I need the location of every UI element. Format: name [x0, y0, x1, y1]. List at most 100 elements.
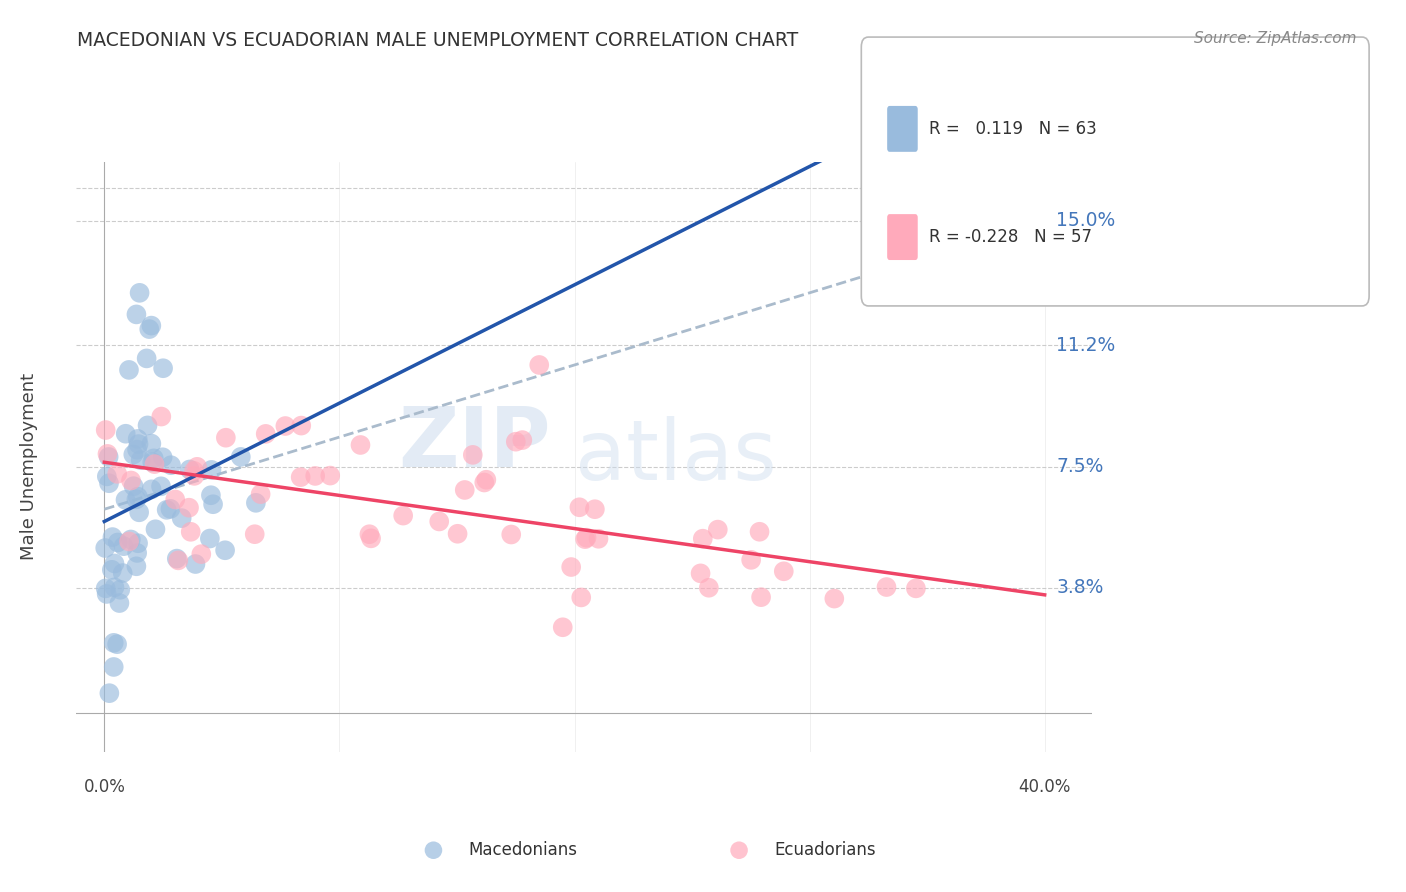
Point — [454, 483, 477, 497]
Point — [461, 448, 484, 462]
Point — [360, 532, 382, 546]
Point — [96, 447, 118, 461]
Point — [772, 564, 794, 578]
Point — [183, 464, 205, 478]
Point — [138, 322, 160, 336]
Point — [143, 457, 166, 471]
Text: Male Unemployment: Male Unemployment — [20, 373, 38, 560]
Point — [422, 843, 444, 857]
Point — [103, 660, 125, 674]
Text: Macedonians: Macedonians — [468, 841, 578, 859]
Text: 7.5%: 7.5% — [1056, 457, 1104, 476]
Point — [697, 581, 720, 595]
Point — [127, 432, 149, 446]
Text: 11.2%: 11.2% — [1056, 335, 1116, 355]
Point — [290, 470, 312, 484]
Point — [180, 524, 202, 539]
Point — [740, 553, 762, 567]
Point — [707, 523, 730, 537]
Point — [160, 458, 183, 473]
Point — [190, 547, 212, 561]
Point — [118, 534, 141, 549]
Point — [588, 532, 610, 546]
Point — [141, 483, 163, 497]
Point — [749, 590, 772, 604]
Point — [304, 469, 326, 483]
Point — [214, 543, 236, 558]
Point — [179, 462, 201, 476]
Point — [105, 637, 128, 651]
Point — [875, 580, 897, 594]
Point — [583, 502, 606, 516]
Point — [165, 492, 187, 507]
Point — [141, 436, 163, 450]
Point — [274, 419, 297, 434]
Point — [575, 531, 598, 545]
Point — [128, 285, 150, 300]
Point — [122, 479, 145, 493]
Point — [129, 453, 152, 467]
Point — [98, 686, 121, 700]
Point — [529, 358, 551, 372]
Point — [551, 620, 574, 634]
Point — [505, 434, 527, 449]
Text: atlas: atlas — [575, 417, 776, 497]
Text: 0.0%: 0.0% — [83, 778, 125, 796]
Point — [156, 503, 179, 517]
Point — [96, 587, 118, 601]
Point — [127, 536, 149, 550]
Point — [141, 455, 163, 469]
Point — [349, 438, 371, 452]
Point — [120, 474, 142, 488]
Point — [243, 527, 266, 541]
Point — [105, 467, 128, 481]
Text: 40.0%: 40.0% — [1018, 778, 1071, 796]
Point — [152, 361, 174, 376]
Point — [94, 541, 117, 555]
Point — [141, 318, 163, 333]
Point — [101, 530, 124, 544]
Point — [446, 526, 468, 541]
Point — [568, 500, 591, 515]
Point — [198, 532, 221, 546]
Point — [249, 487, 271, 501]
Point — [128, 437, 150, 451]
Point — [569, 591, 592, 605]
Point — [290, 418, 312, 433]
Point — [689, 566, 711, 581]
Point — [510, 433, 533, 447]
Point — [150, 479, 173, 493]
Text: Source: ZipAtlas.com: Source: ZipAtlas.com — [1194, 31, 1357, 46]
Point — [472, 475, 495, 490]
Text: 3.8%: 3.8% — [1056, 578, 1104, 598]
Point — [152, 450, 174, 465]
Text: ZIP: ZIP — [398, 403, 551, 484]
FancyBboxPatch shape — [887, 214, 918, 260]
Point — [120, 533, 142, 547]
Point — [748, 524, 770, 539]
Point — [392, 508, 415, 523]
Point — [96, 469, 118, 483]
Point — [200, 488, 222, 502]
Point — [170, 511, 193, 525]
Point — [103, 580, 125, 594]
Point — [823, 591, 845, 606]
Point — [108, 596, 131, 610]
Point — [202, 497, 225, 511]
Text: 15.0%: 15.0% — [1056, 211, 1116, 230]
Point — [125, 492, 148, 507]
Point — [200, 463, 222, 477]
Point — [904, 582, 927, 596]
Point — [94, 582, 117, 596]
Point — [114, 492, 136, 507]
Point — [97, 450, 120, 464]
Point — [167, 553, 190, 567]
Point — [125, 442, 148, 457]
Point — [94, 423, 117, 437]
Point — [112, 539, 135, 553]
Point — [177, 500, 200, 515]
Point — [127, 546, 149, 560]
Point — [574, 532, 596, 546]
Point — [560, 560, 582, 574]
Point — [136, 418, 159, 433]
